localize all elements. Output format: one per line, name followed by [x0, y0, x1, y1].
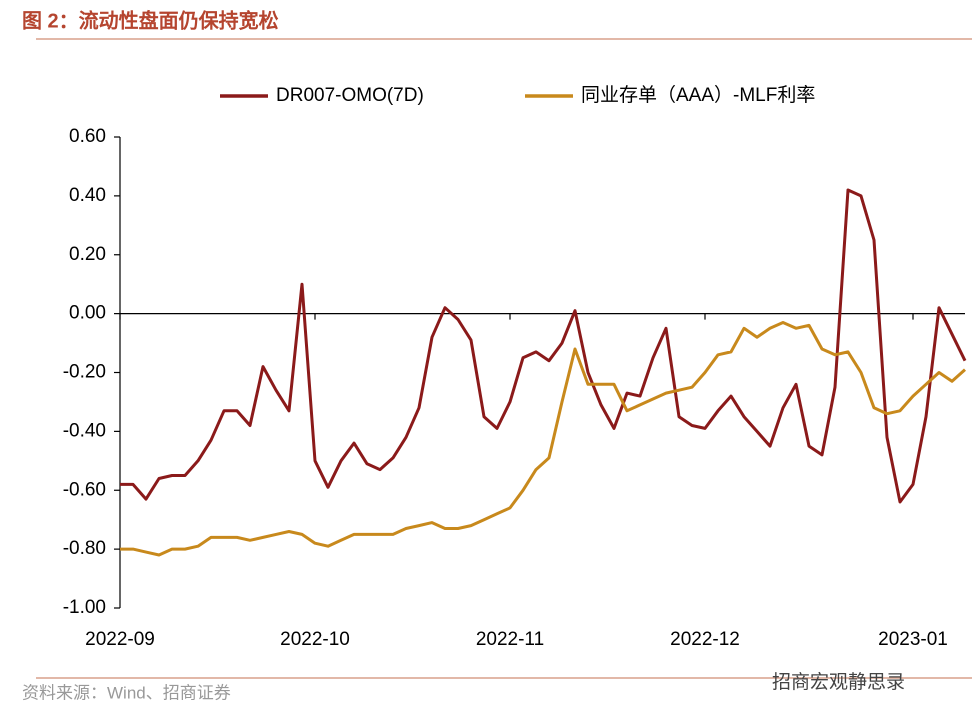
source-note: 资料来源：Wind、招商证券	[22, 683, 231, 702]
y-tick-label: 0.20	[69, 244, 106, 265]
legend-label: DR007-OMO(7D)	[276, 85, 424, 106]
y-tick-label: 0.00	[69, 303, 106, 324]
watermark: 招商宏观静思录	[772, 671, 905, 693]
y-tick-label: 0.60	[69, 126, 106, 147]
y-tick-label: -0.20	[63, 362, 106, 383]
y-tick-label: 0.40	[69, 185, 106, 206]
y-tick-label: -0.60	[63, 479, 106, 500]
y-tick-label: -0.80	[63, 538, 106, 559]
x-tick-label: 2022-09	[85, 629, 155, 650]
x-tick-label: 2023-01	[878, 629, 948, 650]
legend-label: 同业存单（AAA）-MLF利率	[581, 84, 815, 106]
x-tick-label: 2022-12	[670, 629, 740, 650]
x-tick-label: 2022-10	[280, 629, 350, 650]
chart-title: 图 2：流动性盘面仍保持宽松	[22, 8, 279, 32]
series-line	[120, 188, 967, 504]
x-tick-label: 2022-11	[476, 629, 544, 650]
series-line	[120, 321, 967, 557]
y-tick-label: -1.00	[63, 597, 106, 618]
y-tick-label: -0.40	[63, 420, 106, 441]
